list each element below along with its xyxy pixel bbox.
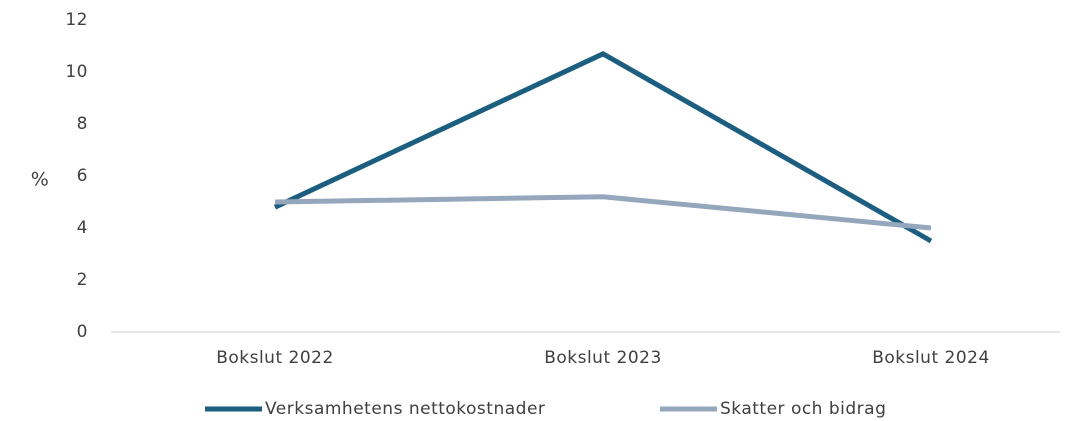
y-tick-label: 0 (77, 322, 88, 342)
legend-label: Skatter och bidrag (720, 399, 886, 419)
legend-label: Verksamhetens nettokostnader (265, 399, 545, 419)
x-tick-label: Bokslut 2024 (872, 348, 990, 368)
y-tick-label: 12 (65, 10, 88, 30)
series-line (273, 50, 933, 244)
y-tick-label: 10 (65, 62, 88, 82)
y-tick-label: 8 (77, 114, 88, 134)
series-line (274, 194, 932, 231)
y-tick-label: 6 (77, 166, 88, 186)
x-tick-label: Bokslut 2022 (216, 348, 334, 368)
y-tick-label: 2 (77, 270, 88, 290)
x-tick-label: Bokslut 2023 (544, 348, 662, 368)
y-tick-label: 4 (77, 218, 88, 238)
y-axis-label: % (31, 169, 50, 191)
